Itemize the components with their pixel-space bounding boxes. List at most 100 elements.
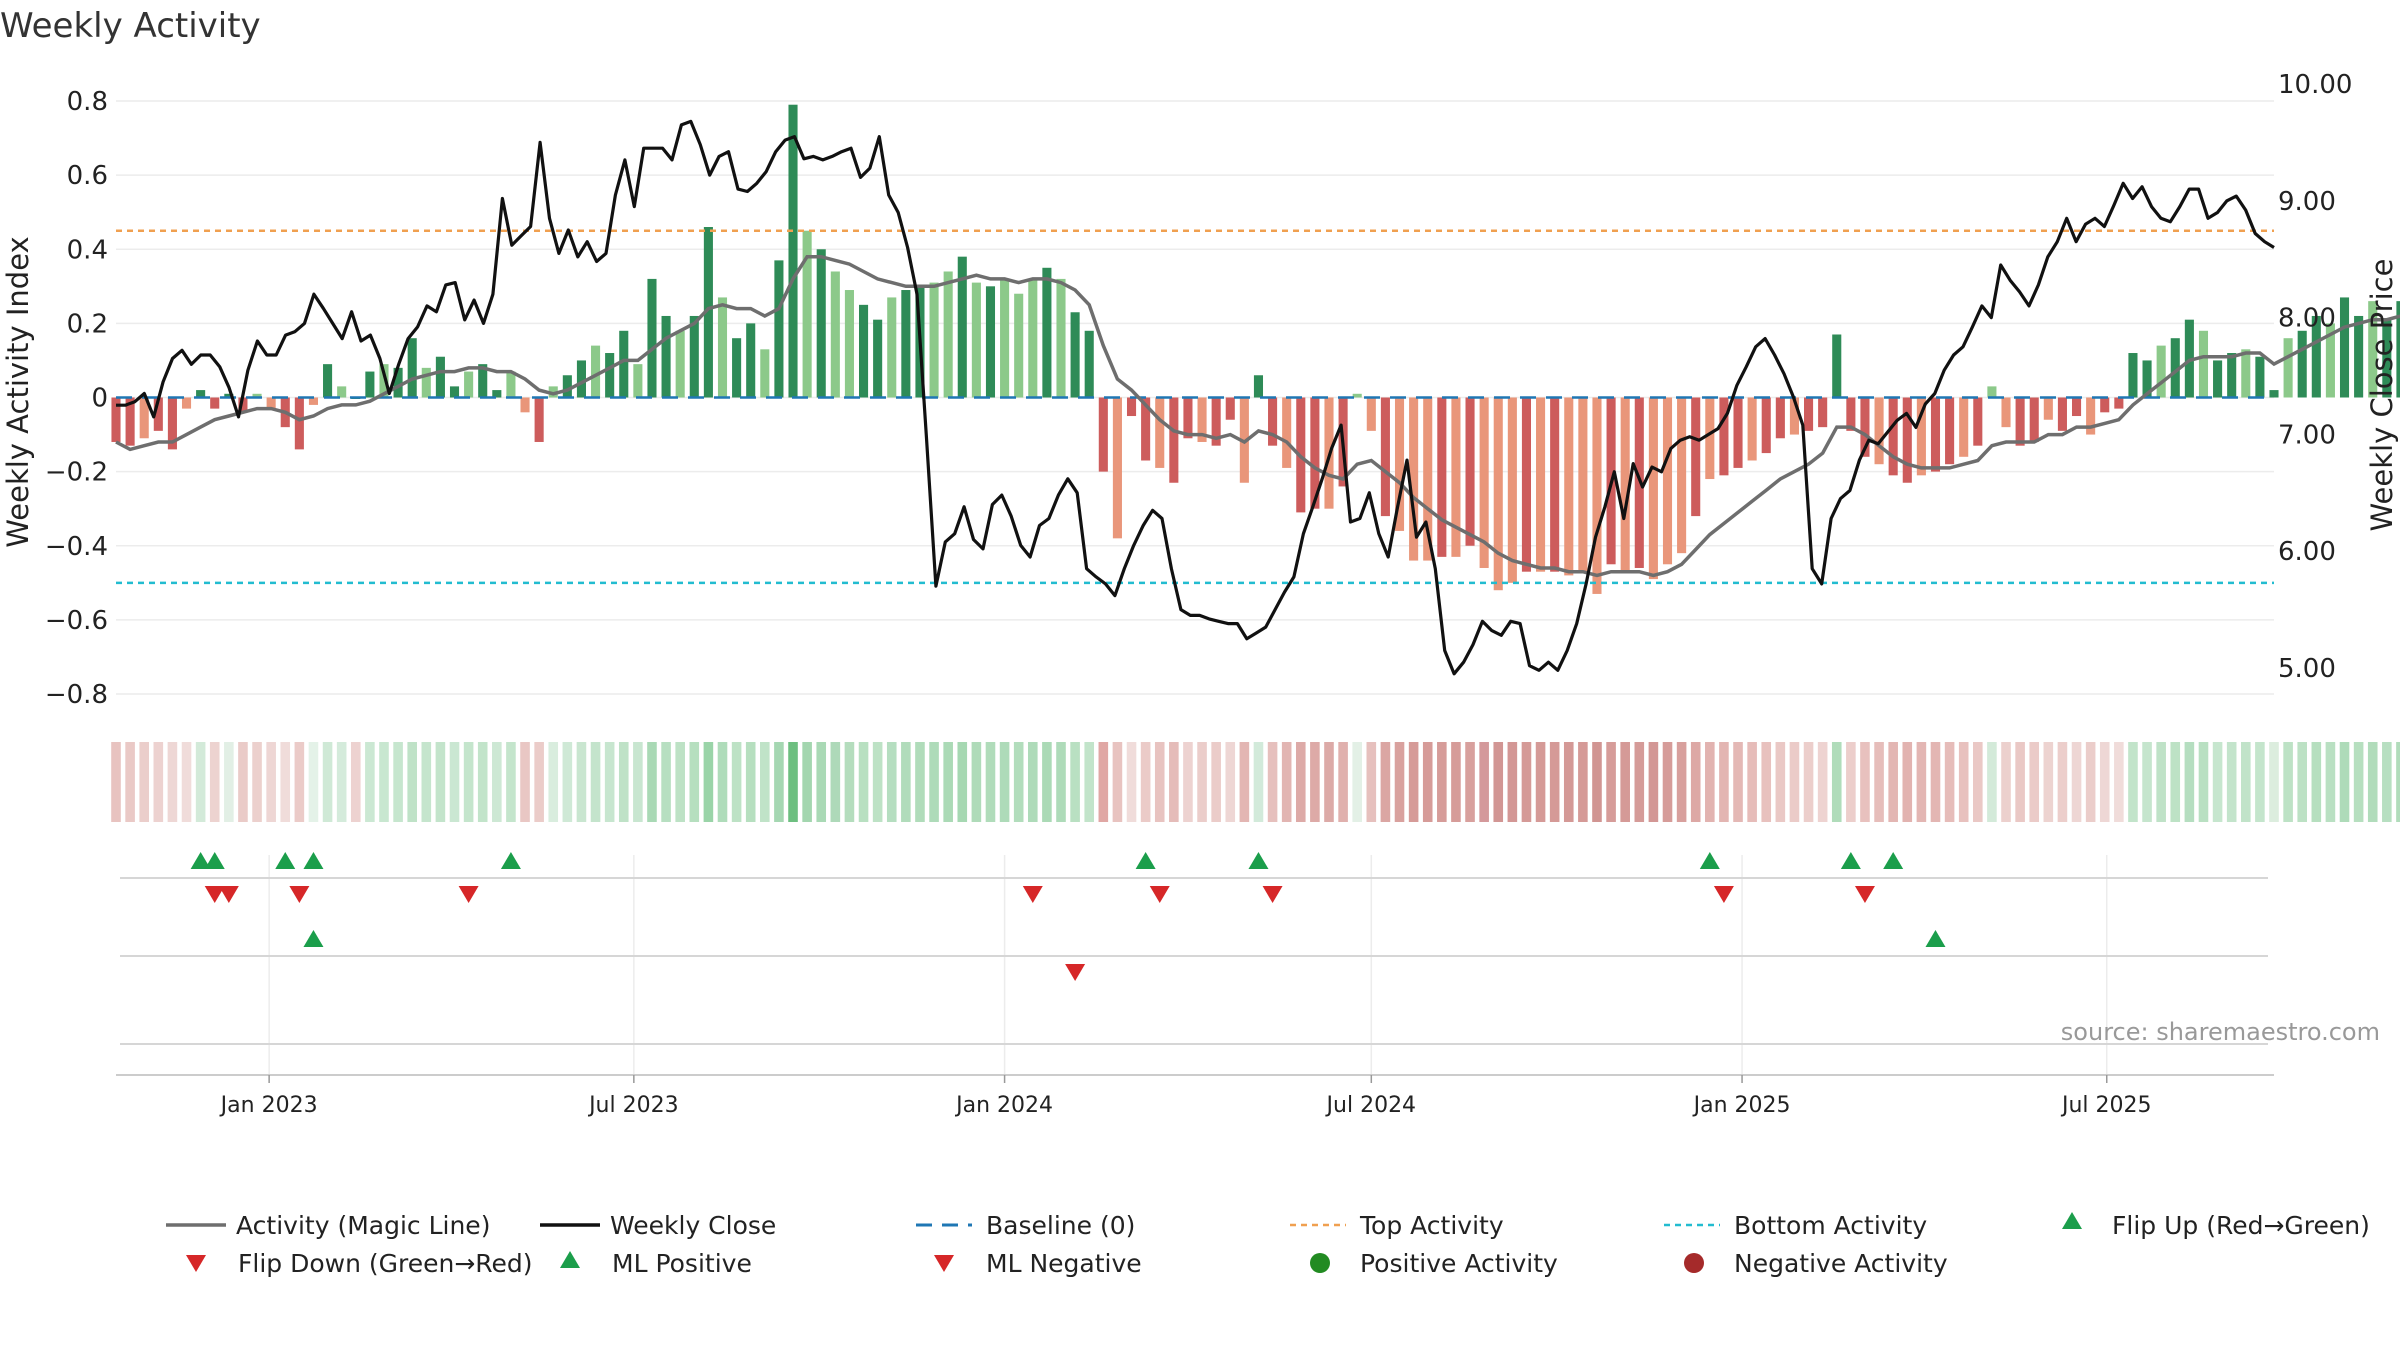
heat-strip-cell <box>2255 742 2265 822</box>
heat-strip-cell <box>2071 742 2082 822</box>
activity-bar <box>858 304 869 398</box>
heat-strip-cell <box>1973 742 1983 822</box>
heat-strip-cell <box>2184 742 2195 822</box>
activity-bar <box>1042 267 1052 398</box>
activity-bar <box>1705 397 1715 480</box>
heat-strip-cell <box>1126 742 1137 822</box>
heat-strip-cell <box>929 742 939 822</box>
heat-strip-cell <box>209 742 220 822</box>
legend-label: ML Positive <box>612 1249 752 1278</box>
activity-bar <box>788 104 798 398</box>
heat-strip-cell <box>1606 742 1616 822</box>
y-tick-label-left: 0.8 <box>67 87 108 117</box>
activity-bar <box>1987 386 1997 398</box>
activity-bar <box>153 397 163 431</box>
heat-strip-cell <box>1733 742 1743 822</box>
heat-strip-cell <box>266 742 276 822</box>
heat-strip-cell <box>901 742 911 822</box>
y-tick-label-left: −0.6 <box>45 606 108 636</box>
activity-bar <box>1253 375 1264 398</box>
heat-strip-cell <box>2339 742 2350 822</box>
heat-strip-cell <box>1493 742 1504 822</box>
heat-strip-cell <box>1789 742 1800 822</box>
activity-bar <box>125 397 135 446</box>
activity-bar <box>1352 393 1362 398</box>
activity-bar <box>2382 319 2392 398</box>
heat-strip-cell <box>1183 742 1193 822</box>
heat-strip-cell <box>1056 742 1066 822</box>
heat-strip-cell <box>2043 742 2054 822</box>
activity-bar <box>1056 278 1066 398</box>
activity-bar <box>464 371 474 398</box>
activity-bar <box>1183 397 1193 439</box>
x-tick-label: Jul 2024 <box>1325 1093 1417 1118</box>
activity-bar <box>1846 397 1856 431</box>
activity-bar <box>1648 397 1658 580</box>
heat-strip-cell <box>971 742 982 822</box>
activity-bar <box>1028 278 1038 398</box>
heat-strip-cell <box>1084 742 1095 822</box>
heat-strip-cell <box>886 742 897 822</box>
activity-bar <box>520 397 530 413</box>
legend-label: Negative Activity <box>1734 1249 1948 1278</box>
activity-bar <box>2156 345 2166 398</box>
heat-strip-cell <box>2269 742 2279 822</box>
flip-up-marker <box>500 852 521 869</box>
activity-bar <box>1916 397 1926 476</box>
flip-down-marker <box>1262 886 1283 903</box>
heat-strip-cell <box>731 742 742 822</box>
legend-ml-positive-icon <box>560 1251 580 1268</box>
activity-bar <box>2086 397 2096 435</box>
activity-bar <box>1169 397 1179 483</box>
heat-strip-cell <box>1930 742 1941 822</box>
heat-strip-cell <box>2311 742 2322 822</box>
heat-strip-cell <box>1662 742 1673 822</box>
heat-strip-cell <box>760 742 770 822</box>
heat-strip-cell <box>830 742 841 822</box>
activity-bar <box>2311 315 2321 398</box>
legend-label: Positive Activity <box>1360 1249 1558 1278</box>
heat-strip-cell <box>1267 742 1278 822</box>
activity-bar <box>2170 338 2180 398</box>
activity-bar <box>2297 330 2307 398</box>
heat-strip-cell <box>2099 742 2110 822</box>
activity-bar <box>2396 301 2400 398</box>
heat-strip-cell <box>844 742 855 822</box>
activity-bar <box>548 386 558 398</box>
activity-bar <box>2368 301 2378 398</box>
legend-positive-activity-icon <box>1310 1253 1330 1273</box>
heat-strip-cell <box>703 742 714 822</box>
heat-strip-cell <box>1394 742 1405 822</box>
heat-strip-cell <box>238 742 248 822</box>
heat-strip-cell <box>1437 742 1447 822</box>
flip-up-marker <box>1699 852 1720 869</box>
flip-down-marker <box>458 886 479 903</box>
activity-bar <box>2354 315 2364 398</box>
activity-bar <box>2283 338 2293 398</box>
heat-strip-cell <box>1507 742 1518 822</box>
activity-bar <box>1126 397 1137 417</box>
heat-strip-cell <box>788 742 798 822</box>
heat-strip-cell <box>1747 742 1757 822</box>
activity-bar <box>1789 397 1799 435</box>
heat-strip-cell <box>1352 742 1362 822</box>
heat-strip-cell <box>1013 742 1024 822</box>
heat-strip-cell <box>1902 742 1913 822</box>
activity-bar <box>534 397 544 442</box>
heat-strip-cell <box>449 742 460 822</box>
flip-up-marker <box>204 852 225 869</box>
y-tick-label-left: −0.8 <box>45 680 108 710</box>
activity-bar <box>266 397 276 409</box>
heat-strip-cell <box>308 742 319 822</box>
signal-markers <box>186 852 2082 1272</box>
x-tick-label: Jan 2024 <box>954 1093 1053 1118</box>
activity-bar <box>1945 397 1955 465</box>
heat-strip-cell <box>774 742 784 822</box>
activity-bar <box>633 364 643 398</box>
activity-bar <box>605 353 615 398</box>
heat-strip-cell <box>1169 742 1179 822</box>
legend-label: Flip Up (Red→Green) <box>2112 1211 2370 1240</box>
legend-flip-down-icon <box>186 1255 206 1272</box>
heat-strip-cell <box>1408 742 1419 822</box>
activity-bar <box>562 375 572 398</box>
